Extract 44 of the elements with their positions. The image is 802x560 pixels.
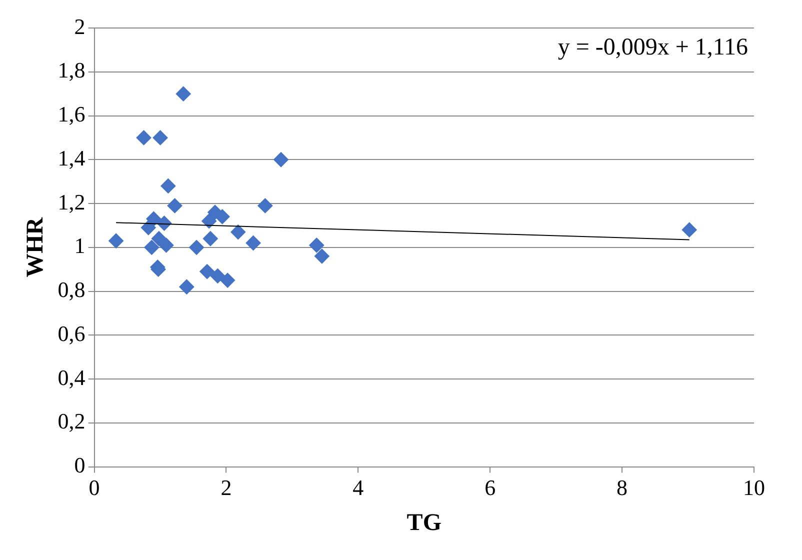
y-tick-label: 1,8: [58, 58, 86, 83]
y-tick-label: 1,6: [58, 102, 86, 127]
point: [273, 152, 288, 168]
point: [210, 268, 226, 284]
x-tick-label: 4: [352, 474, 364, 500]
point: [200, 264, 215, 280]
point: [151, 231, 166, 246]
point: [314, 248, 330, 264]
point: [152, 130, 168, 146]
x-axis-title: TG: [406, 510, 442, 536]
point: [140, 220, 156, 236]
point: [158, 238, 174, 253]
annotation: y = -0,009x + 1,116: [558, 34, 748, 60]
y-axis-title: WHR: [22, 216, 49, 278]
y-tick-label: 0,4: [58, 364, 86, 390]
point: [179, 279, 194, 294]
point: [214, 209, 230, 224]
y-tick-label: 2: [74, 14, 86, 39]
x-tick-label: 10: [743, 474, 765, 500]
point: [230, 224, 246, 240]
point: [220, 272, 236, 288]
y-tick-label: 0,2: [58, 408, 86, 434]
point: [202, 214, 217, 229]
point: [160, 178, 176, 194]
y-tick-label: 1,2: [58, 189, 86, 214]
y-tick-label: 0: [74, 452, 86, 478]
point: [144, 240, 160, 255]
point: [258, 198, 273, 214]
point: [167, 198, 182, 214]
point: [309, 238, 324, 253]
y-tick-label: 1,4: [58, 145, 86, 170]
point: [202, 231, 218, 246]
point: [176, 86, 191, 102]
x-tick-label: 6: [484, 474, 496, 500]
y-tick-label: 0,6: [58, 320, 86, 346]
y-tick-label: 1: [74, 233, 86, 258]
point: [108, 233, 124, 248]
point: [682, 222, 697, 238]
point: [136, 130, 152, 146]
x-tick-label: 2: [220, 474, 232, 500]
point: [246, 236, 261, 251]
y-tick-label: 0,8: [58, 277, 86, 302]
point: [189, 240, 204, 255]
x-tick-label: 8: [616, 474, 628, 500]
